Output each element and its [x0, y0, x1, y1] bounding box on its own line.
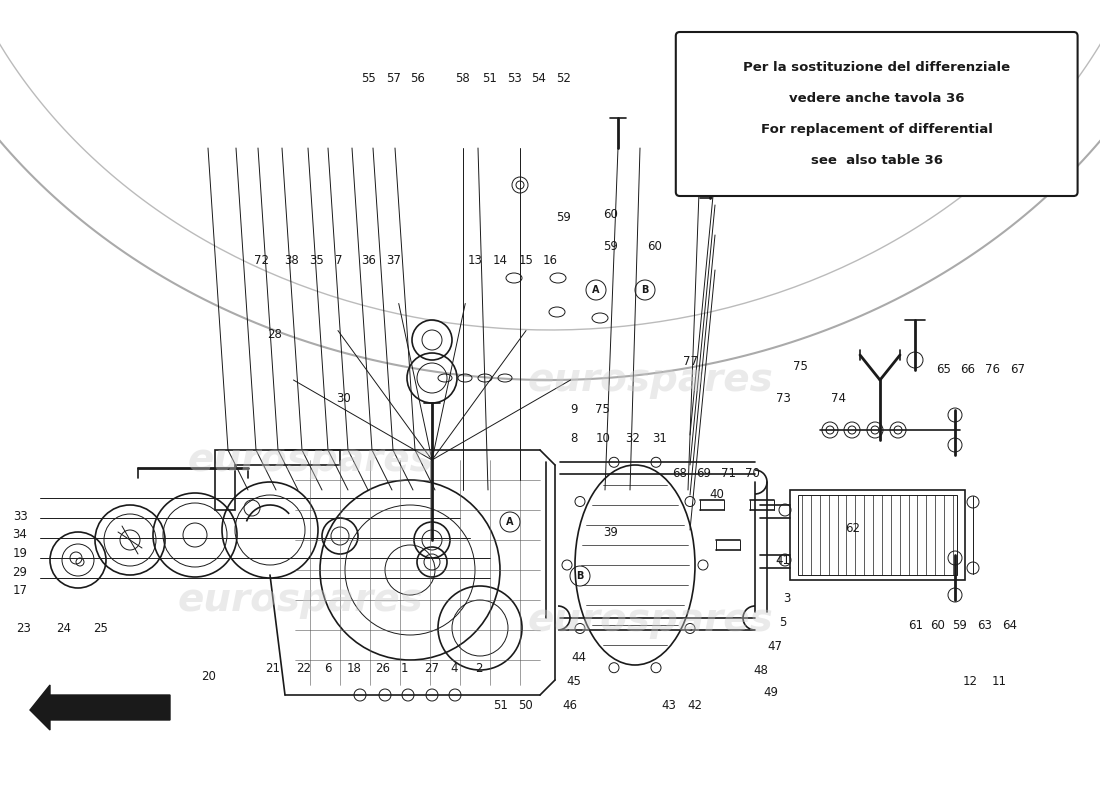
Text: 28: 28	[267, 328, 283, 341]
Text: 65: 65	[936, 363, 952, 376]
Text: 75: 75	[793, 360, 808, 373]
Text: 66: 66	[960, 363, 976, 376]
Text: B: B	[641, 285, 649, 295]
Text: 29: 29	[12, 566, 28, 578]
Text: A: A	[592, 285, 600, 295]
Text: 44: 44	[571, 651, 586, 664]
Text: 15: 15	[518, 254, 534, 266]
Text: 24: 24	[56, 622, 72, 634]
Text: 27: 27	[424, 662, 439, 674]
Bar	[798, 495, 957, 575]
Text: 30: 30	[336, 392, 351, 405]
Text: 48: 48	[754, 664, 769, 677]
Text: 69: 69	[696, 467, 712, 480]
Text: 62: 62	[845, 522, 860, 534]
Text: 68: 68	[672, 467, 688, 480]
Text: eurospares: eurospares	[527, 361, 773, 399]
Text: 19: 19	[12, 547, 28, 560]
Text: 47: 47	[768, 640, 783, 653]
Text: 16: 16	[542, 254, 558, 266]
Text: 34: 34	[12, 528, 28, 541]
Text: 73: 73	[776, 392, 791, 405]
Text: 60: 60	[647, 240, 662, 253]
Text: 35: 35	[309, 254, 324, 266]
Text: 38: 38	[284, 254, 299, 266]
Text: 13: 13	[468, 254, 483, 266]
Text: 51: 51	[482, 72, 497, 85]
Text: 26: 26	[375, 662, 390, 674]
Text: 57: 57	[386, 72, 402, 85]
Text: 20: 20	[201, 670, 217, 682]
Text: 76: 76	[984, 363, 1000, 376]
Text: 39: 39	[603, 526, 618, 538]
Text: 58: 58	[454, 72, 470, 85]
Text: 36: 36	[361, 254, 376, 266]
Text: 49: 49	[763, 686, 779, 698]
Text: 9: 9	[571, 403, 578, 416]
Text: 71: 71	[720, 467, 736, 480]
FancyBboxPatch shape	[675, 32, 1078, 196]
Text: 25: 25	[92, 622, 108, 634]
Text: 32: 32	[625, 432, 640, 445]
Text: eurospares: eurospares	[187, 441, 433, 479]
Text: 37: 37	[386, 254, 402, 266]
Text: 59: 59	[603, 240, 618, 253]
Text: 53: 53	[507, 72, 522, 85]
Text: 22: 22	[296, 662, 311, 674]
Text: 31: 31	[652, 432, 668, 445]
Text: 12: 12	[962, 675, 978, 688]
Text: 60: 60	[603, 208, 618, 221]
Text: 51: 51	[493, 699, 508, 712]
Text: 33: 33	[13, 510, 28, 522]
Text: 6: 6	[324, 662, 331, 674]
Text: eurospares: eurospares	[177, 581, 422, 619]
Text: 70: 70	[745, 467, 760, 480]
Text: 50: 50	[518, 699, 534, 712]
Text: 45: 45	[566, 675, 582, 688]
Text: 14: 14	[493, 254, 508, 266]
Polygon shape	[30, 685, 170, 730]
Text: 1: 1	[402, 662, 408, 674]
Text: 17: 17	[12, 584, 28, 597]
Text: 56: 56	[410, 72, 426, 85]
Text: 55: 55	[361, 72, 376, 85]
Text: 54: 54	[531, 72, 547, 85]
Text: 75: 75	[595, 403, 610, 416]
Text: 3: 3	[783, 592, 791, 605]
Text: 18: 18	[346, 662, 362, 674]
Text: 41: 41	[776, 554, 791, 566]
Text: 2: 2	[475, 662, 482, 674]
Text: 11: 11	[991, 675, 1006, 688]
Text: see  also table 36: see also table 36	[811, 154, 943, 167]
Text: 7: 7	[336, 254, 342, 266]
Text: 4: 4	[451, 662, 458, 674]
Text: For replacement of differential: For replacement of differential	[761, 123, 992, 136]
Text: 77: 77	[683, 355, 698, 368]
Text: 61: 61	[908, 619, 923, 632]
Text: vedere anche tavola 36: vedere anche tavola 36	[789, 92, 965, 105]
Text: 59: 59	[952, 619, 967, 632]
Bar	[790, 490, 965, 580]
Text: 42: 42	[688, 699, 703, 712]
Text: eurospares: eurospares	[527, 601, 773, 639]
Text: 52: 52	[556, 72, 571, 85]
Text: 10: 10	[595, 432, 610, 445]
Text: 43: 43	[661, 699, 676, 712]
Text: A: A	[506, 517, 514, 527]
Text: 40: 40	[710, 488, 725, 501]
Text: 64: 64	[1002, 619, 1018, 632]
Text: 72: 72	[254, 254, 270, 266]
Text: 59: 59	[556, 211, 571, 224]
Text: 63: 63	[977, 619, 992, 632]
Text: 21: 21	[265, 662, 280, 674]
Text: 23: 23	[15, 622, 31, 634]
Text: B: B	[576, 571, 584, 581]
Text: 60: 60	[930, 619, 945, 632]
Text: 67: 67	[1010, 363, 1025, 376]
Text: 8: 8	[571, 432, 578, 445]
Text: Per la sostituzione del differenziale: Per la sostituzione del differenziale	[744, 61, 1010, 74]
Text: 74: 74	[830, 392, 846, 405]
Text: 46: 46	[562, 699, 578, 712]
Text: 5: 5	[779, 616, 786, 629]
